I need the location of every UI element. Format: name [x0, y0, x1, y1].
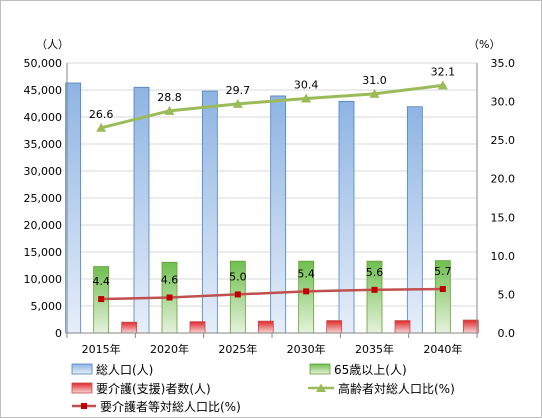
legend-label-total-population: 総人口(人) [96, 363, 153, 377]
point-care-ratio [439, 286, 446, 293]
legend-item-total-population: 総人口(人) [71, 363, 153, 377]
legend-item-care-count: 要介護(支援)者数(人) [71, 381, 211, 396]
y-right-tick-label: 5.0 [498, 288, 516, 301]
bar-care-count [257, 320, 274, 334]
x-tick-label: 2020年 [150, 342, 189, 356]
point-elderly-ratio [96, 122, 107, 132]
point-care-ratio [234, 291, 241, 298]
y-right-tick-label: 10.0 [491, 250, 516, 263]
legend-label-elderly-ratio: 高齢者対総人口比(%) [338, 381, 455, 396]
bar-care-count [326, 320, 343, 334]
x-tick-label: 2035年 [355, 342, 394, 356]
y-right-tick-label: 35.0 [491, 57, 516, 70]
y-left-tick-label: 35,000 [24, 138, 63, 151]
point-care-ratio [98, 296, 105, 303]
bar-total-population [338, 100, 355, 334]
line-elderly-ratio [100, 83, 444, 130]
point-elderly-ratio [437, 80, 448, 90]
bars [65, 82, 479, 334]
y-right-tick-label: 15.0 [491, 211, 516, 224]
y-left-tick-label: 5,000 [31, 300, 63, 313]
y-left-tick-label: 45,000 [24, 84, 63, 97]
data-label-care-ratio: 5.6 [366, 266, 384, 279]
axes: 0 5,000 10,000 15,000 20,000 25,000 30,000 35,0… [24, 57, 516, 356]
data-label-elderly-ratio: 30.4 [294, 78, 319, 91]
data-label-care-ratio: 5.7 [434, 265, 452, 278]
data-label-care-ratio: 4.6 [161, 274, 179, 287]
left-axis-unit: （人） [36, 38, 69, 51]
point-care-ratio [166, 294, 173, 301]
bar-care-count [189, 321, 206, 334]
legend-swatch-total-population [71, 363, 93, 375]
data-label-elderly-ratio: 28.8 [157, 91, 182, 104]
data-label-elderly-ratio: 26.6 [89, 108, 114, 121]
bar-care-count [121, 321, 138, 334]
y-right-tick-label: 25.0 [491, 134, 516, 147]
point-care-ratio [303, 288, 310, 295]
bar-total-population [133, 86, 150, 334]
data-labels: 26.6 28.8 29.7 30.4 31.0 32.1 4.4 4.6 5.0 5.4 5.6 5… [89, 65, 455, 288]
data-label-elderly-ratio: 29.7 [226, 84, 251, 97]
data-label-care-ratio: 5.4 [297, 267, 315, 280]
legend-label-care-ratio: 要介護者等対総人口比(%) [100, 399, 241, 414]
y-left-tick-label: 20,000 [24, 219, 63, 232]
y-left-tick-label: 40,000 [24, 111, 63, 124]
data-label-elderly-ratio: 31.0 [362, 74, 387, 87]
data-label-care-ratio: 4.4 [92, 275, 110, 288]
right-axis-unit: （%） [468, 38, 500, 51]
legend-marker-care-ratio [81, 403, 87, 409]
bar-care-count [462, 319, 479, 334]
bar-total-population [65, 82, 82, 334]
point-care-ratio [371, 286, 378, 293]
data-label-elderly-ratio: 32.1 [431, 65, 456, 78]
bar-total-population [406, 106, 423, 334]
data-label-care-ratio: 5.0 [229, 270, 247, 283]
point-elderly-ratio [301, 93, 312, 103]
point-elderly-ratio [369, 88, 380, 98]
y-left-tick-label: 30,000 [24, 165, 63, 178]
y-left-tick-label: 50,000 [24, 57, 63, 70]
legend-item-elderly-ratio: 高齢者対総人口比(%) [308, 381, 455, 396]
x-tick-label: 2040年 [423, 342, 462, 356]
x-tick-label: 2025年 [218, 342, 257, 356]
bar-total-population [270, 95, 287, 334]
x-tick-label: 2030年 [287, 342, 326, 356]
legend-marker-elderly-ratio [316, 383, 326, 392]
y-left-tick-label: 0 [55, 327, 62, 340]
legend-label-care-count: 要介護(支援)者数(人) [96, 381, 211, 396]
legend-swatch-aged-65 [309, 363, 331, 375]
point-elderly-ratio [232, 98, 243, 108]
line-care-ratio [101, 287, 443, 301]
y-right-tick-label: 20.0 [491, 173, 516, 186]
x-tick-label: 2015年 [82, 342, 121, 356]
y-left-tick-label: 15,000 [24, 246, 63, 259]
y-right-tick-label: 0.0 [498, 327, 516, 340]
bar-care-count [394, 320, 411, 334]
legend-label-aged-65: 65歳以上(人) [334, 363, 407, 377]
lines [96, 80, 448, 303]
y-left-tick-label: 10,000 [24, 273, 63, 286]
point-elderly-ratio [164, 105, 175, 115]
y-left-tick-label: 25,000 [24, 192, 63, 205]
y-right-tick-label: 30.0 [491, 96, 516, 109]
legend-swatch-care-count [71, 382, 93, 394]
legend: 総人口(人) 65歳以上(人) 要介護(支援)者数(人) 高齢者対総人口比(%)… [71, 363, 455, 414]
legend-item-aged-65: 65歳以上(人) [309, 363, 407, 377]
legend-item-care-ratio: 要介護者等対総人口比(%) [72, 399, 241, 414]
